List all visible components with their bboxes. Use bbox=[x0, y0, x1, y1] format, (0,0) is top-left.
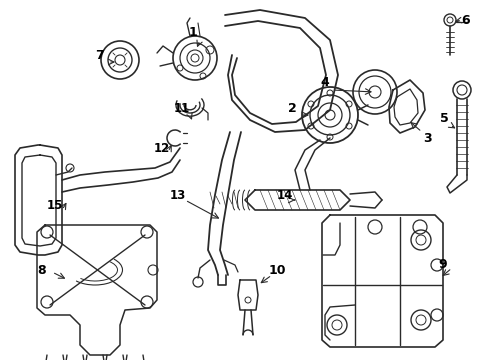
Text: 9: 9 bbox=[438, 258, 447, 271]
Text: 11: 11 bbox=[174, 102, 190, 114]
Text: 6: 6 bbox=[461, 14, 469, 27]
Text: 15: 15 bbox=[47, 198, 63, 212]
Polygon shape bbox=[37, 225, 157, 355]
Text: 3: 3 bbox=[423, 131, 431, 144]
Text: 14: 14 bbox=[276, 189, 293, 202]
Text: 4: 4 bbox=[320, 76, 329, 89]
Text: 13: 13 bbox=[169, 189, 186, 202]
Text: 12: 12 bbox=[154, 141, 170, 154]
Text: 2: 2 bbox=[287, 102, 296, 114]
Text: 5: 5 bbox=[439, 112, 447, 125]
Text: 1: 1 bbox=[188, 26, 197, 39]
Text: 8: 8 bbox=[38, 264, 46, 276]
Text: 7: 7 bbox=[96, 49, 104, 62]
Polygon shape bbox=[321, 215, 442, 347]
Text: 10: 10 bbox=[268, 264, 285, 276]
